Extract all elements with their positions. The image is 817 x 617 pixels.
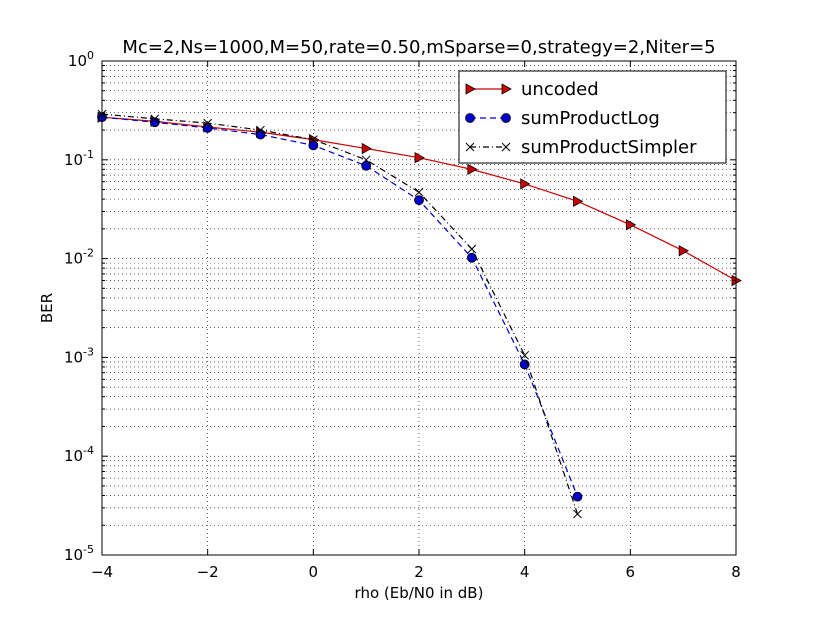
legend-entry-sumProductSimpler: sumProductSimpler bbox=[465, 137, 697, 158]
data-point-x bbox=[256, 125, 265, 135]
legend-entry-uncoded: uncoded bbox=[465, 79, 599, 100]
legend-label: sumProductSimpler bbox=[521, 137, 697, 158]
data-point-x bbox=[501, 142, 511, 152]
data-point-x bbox=[467, 244, 477, 254]
data-point-circle bbox=[361, 160, 372, 171]
x-tick-label: 6 bbox=[626, 563, 636, 581]
data-point-triangle bbox=[501, 83, 512, 95]
data-point-triangle bbox=[465, 83, 476, 95]
data-point-triangle bbox=[361, 142, 372, 155]
y-tick-label: 10-3 bbox=[64, 345, 94, 366]
data-point-x bbox=[150, 114, 160, 124]
data-point-x bbox=[308, 135, 318, 144]
legend-label: sumProductLog bbox=[521, 108, 660, 129]
x-axis-label: rho (Eb/N0 in dB) bbox=[355, 584, 484, 602]
legend: uncoded sumProductLog sumProductSimpler bbox=[458, 70, 727, 164]
data-point-circle bbox=[308, 140, 319, 151]
y-tick-label: 10-2 bbox=[64, 247, 94, 268]
data-point-circle bbox=[572, 491, 583, 502]
x-marker-stroke bbox=[361, 155, 371, 165]
data-point-triangle bbox=[467, 163, 478, 176]
x-marker-stroke bbox=[414, 187, 424, 197]
legend-items: uncoded sumProductLog sumProductSimpler bbox=[465, 79, 697, 158]
series-sumProductSimpler bbox=[97, 109, 582, 519]
data-point-triangle bbox=[573, 195, 584, 207]
y-axis-label: BER bbox=[38, 293, 56, 323]
data-point-circle bbox=[466, 252, 477, 263]
data-point-triangle bbox=[414, 152, 425, 164]
series-line-sumProductSimpler bbox=[101, 113, 579, 515]
x-marker-stroke bbox=[256, 125, 265, 135]
x-marker-stroke bbox=[465, 142, 475, 152]
x-marker-stroke bbox=[467, 244, 477, 254]
x-tick-label: −2 bbox=[197, 563, 219, 581]
x-tick-label: 8 bbox=[731, 563, 741, 581]
x-marker-stroke bbox=[203, 118, 213, 128]
x-tick-label: 0 bbox=[309, 563, 319, 581]
x-marker-stroke bbox=[150, 114, 160, 124]
y-tick-label: 10-1 bbox=[64, 148, 94, 169]
data-point-circle bbox=[414, 195, 424, 206]
x-marker-stroke bbox=[573, 509, 582, 519]
axis-ticks: −4 −2 0 2 4 6 8 10-5 10-4 10-3 10-2 10-1 100 bbox=[64, 49, 741, 581]
data-point-triangle bbox=[520, 178, 531, 190]
x-marker-stroke bbox=[501, 142, 511, 152]
x-tick-label: −4 bbox=[91, 563, 113, 581]
y-tick-label: 10-4 bbox=[64, 444, 94, 465]
data-point-circle bbox=[465, 113, 475, 123]
x-marker-stroke bbox=[308, 135, 318, 144]
data-point-circle bbox=[149, 117, 160, 128]
chart-title: Mc=2,Ns=1000,M=50,rate=0.50,mSparse=0,st… bbox=[122, 37, 715, 58]
data-point-x bbox=[520, 350, 530, 360]
data-point-circle bbox=[202, 123, 213, 133]
x-marker-stroke bbox=[520, 350, 530, 360]
series-line-sumProductLog bbox=[101, 116, 579, 497]
y-tick-label: 100 bbox=[68, 49, 94, 70]
y-tick-label: 10-5 bbox=[64, 543, 94, 564]
data-point-triangle bbox=[678, 245, 689, 257]
data-point-x bbox=[573, 509, 582, 519]
data-point-triangle bbox=[625, 219, 637, 231]
legend-entry-sumProductLog: sumProductLog bbox=[465, 108, 660, 129]
data-point-x bbox=[361, 155, 371, 165]
data-point-x bbox=[203, 118, 213, 128]
data-point-circle bbox=[255, 129, 266, 140]
data-point-x bbox=[465, 142, 475, 152]
legend-label: uncoded bbox=[521, 79, 599, 100]
data-point-x bbox=[414, 187, 424, 197]
data-point-circle bbox=[501, 113, 511, 123]
x-tick-label: 2 bbox=[414, 563, 424, 581]
x-tick-label: 4 bbox=[520, 563, 530, 581]
